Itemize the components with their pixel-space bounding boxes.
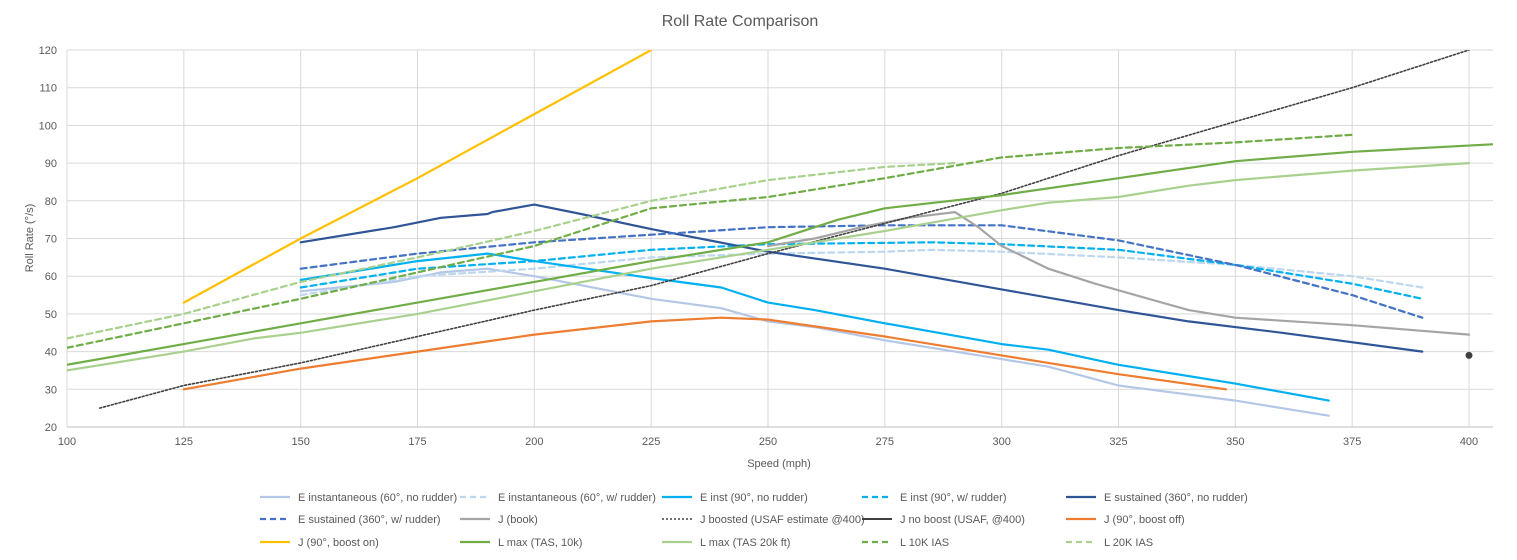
legend-item: E inst (90°, w/ rudder) (862, 492, 1007, 504)
x-axis-title: Speed (mph) (747, 458, 811, 470)
y-tick-label: 30 (45, 384, 57, 396)
legend-label: J (90°, boost on) (298, 537, 379, 549)
series-9-line (182, 316, 1228, 391)
y-tick-label: 20 (45, 422, 57, 434)
legend-label: E instantaneous (60°, no rudder) (298, 492, 457, 504)
x-tick-label: 200 (525, 436, 543, 448)
legend-label: L 10K IAS (900, 537, 949, 549)
series-14-line (67, 162, 956, 340)
legend-label: L 20K IAS (1104, 537, 1153, 549)
axis-ticks: 20 30 40 50 60 70 80 90 100 110 120 100 125 150 175 200… (39, 45, 1479, 448)
chart-legend: E instantaneous (60°, no rudder) E instan… (260, 492, 1248, 549)
series-5-line (299, 224, 1424, 319)
x-tick-label: 150 (291, 436, 309, 448)
legend-label: J boosted (USAF estimate @400) (700, 514, 865, 526)
legend-item: L 10K IAS (862, 537, 949, 549)
series-0-line (299, 267, 1330, 417)
legend-label: J (book) (498, 514, 538, 526)
legend-label: J (90°, boost off) (1104, 514, 1185, 526)
x-tick-label: 350 (1226, 436, 1244, 448)
y-tick-label: 40 (45, 347, 57, 359)
legend-item: L max (TAS 20k ft) (662, 537, 790, 549)
y-tick-label: 50 (45, 309, 57, 321)
y-tick-label: 110 (39, 83, 57, 95)
x-tick-label: 325 (1109, 436, 1127, 448)
x-tick-label: 375 (1343, 436, 1361, 448)
legend-item: J (book) (460, 514, 538, 526)
x-tick-label: 300 (992, 436, 1010, 448)
series-4-line (299, 203, 1424, 353)
legend-item: J (90°, boost off) (1066, 514, 1185, 526)
legend-label: E sustained (360°, w/ rudder) (298, 514, 441, 526)
x-tick-label: 275 (876, 436, 894, 448)
legend-item: J no boost (USAF, @400) (862, 514, 1025, 526)
legend-item: E sustained (360°, w/ rudder) (260, 514, 441, 526)
y-tick-label: 100 (39, 120, 57, 132)
legend-item: J (90°, boost on) (260, 537, 379, 549)
y-tick-label: 80 (45, 196, 57, 208)
legend-item: E inst (90°, no rudder) (662, 492, 808, 504)
x-tick-label: 225 (642, 436, 660, 448)
series-6-line (766, 211, 1471, 336)
legend-item: J boosted (USAF estimate @400) (662, 514, 865, 526)
x-tick-label: 175 (408, 436, 426, 448)
y-tick-label: 90 (45, 158, 57, 170)
series-8-point (1465, 351, 1473, 359)
series-1-line (299, 248, 1424, 297)
series-11-line (67, 143, 1493, 366)
series-10-line (182, 50, 653, 304)
legend-label: E inst (90°, w/ rudder) (900, 492, 1007, 504)
legend-label: J no boost (USAF, @400) (900, 514, 1025, 526)
legend-label: E instantaneous (60°, w/ rudder) (498, 492, 656, 504)
x-tick-label: 125 (175, 436, 193, 448)
series-2-line (299, 252, 1330, 402)
legend-item: L 20K IAS (1066, 537, 1153, 549)
legend-label: E inst (90°, no rudder) (700, 492, 808, 504)
plot-area (67, 50, 1493, 417)
legend-label: E sustained (360°, no rudder) (1104, 492, 1248, 504)
y-tick-label: 70 (45, 234, 57, 246)
series-13-line (67, 133, 1354, 349)
legend-item: E sustained (360°, no rudder) (1066, 492, 1248, 504)
y-tick-label: 120 (39, 45, 57, 57)
chart-title: Roll Rate Comparison (662, 13, 819, 30)
y-axis-title: Roll Rate (°/s) (24, 204, 36, 273)
legend-item: L max (TAS, 10k) (460, 537, 582, 549)
y-tick-label: 60 (45, 271, 57, 283)
series-12-line (67, 162, 1471, 372)
series-7-line (98, 50, 1470, 409)
series-3-line (299, 241, 1424, 300)
legend-label: L max (TAS, 10k) (498, 537, 582, 549)
legend-item: E instantaneous (60°, no rudder) (260, 492, 457, 504)
legend-label: L max (TAS 20k ft) (700, 537, 790, 549)
x-tick-label: 250 (759, 436, 777, 448)
legend-item: E instantaneous (60°, w/ rudder) (460, 492, 656, 504)
x-tick-label: 400 (1460, 436, 1478, 448)
x-tick-label: 100 (58, 436, 76, 448)
